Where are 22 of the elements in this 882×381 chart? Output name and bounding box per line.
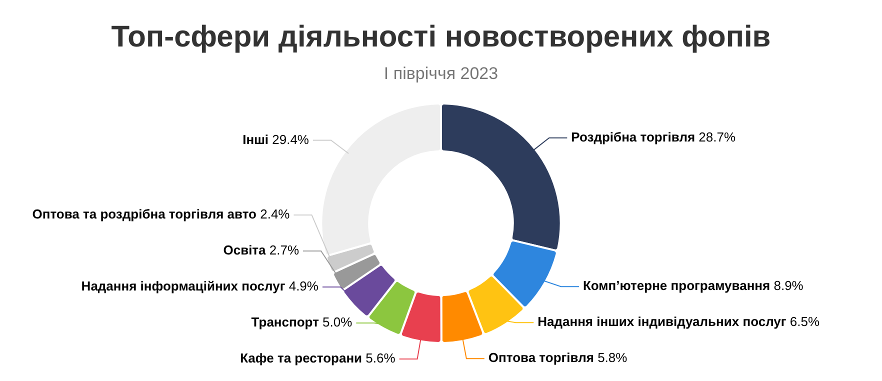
slice-label: Транспорт [251,314,323,330]
slice-label: Оптова торгівля [488,350,598,366]
chart-subtitle: І півріччя 2023 [384,64,498,83]
slice-label: Надання інформаційних послуг [81,278,289,294]
slice-label: Освіта [223,242,270,258]
data-label: 29.4% [272,132,310,147]
slice-label: Оптова та роздрібна торгівля авто [32,206,260,222]
data-label: 28.7% [698,129,736,144]
slice-label: Комп’ютерне програмування [582,278,774,294]
chart-title: Топ-сфери діяльності новостворених фопів [111,20,771,54]
data-label: 5.6% [366,350,396,366]
data-label: 5.0% [322,314,353,330]
slice-label: Роздрібна торгівля [571,129,699,144]
data-label: 6.5% [790,314,820,330]
slice-label: Інші [242,132,272,147]
slice-label: Кафе та ресторани [240,350,366,366]
data-label: 5.8% [598,350,628,366]
data-label: 8.9% [774,278,804,294]
slice-label: Надання інших індивідуальних послуг [538,314,790,330]
data-label: 4.9% [288,278,319,294]
data-label: 2.4% [260,206,290,222]
data-label: 2.7% [269,242,300,258]
